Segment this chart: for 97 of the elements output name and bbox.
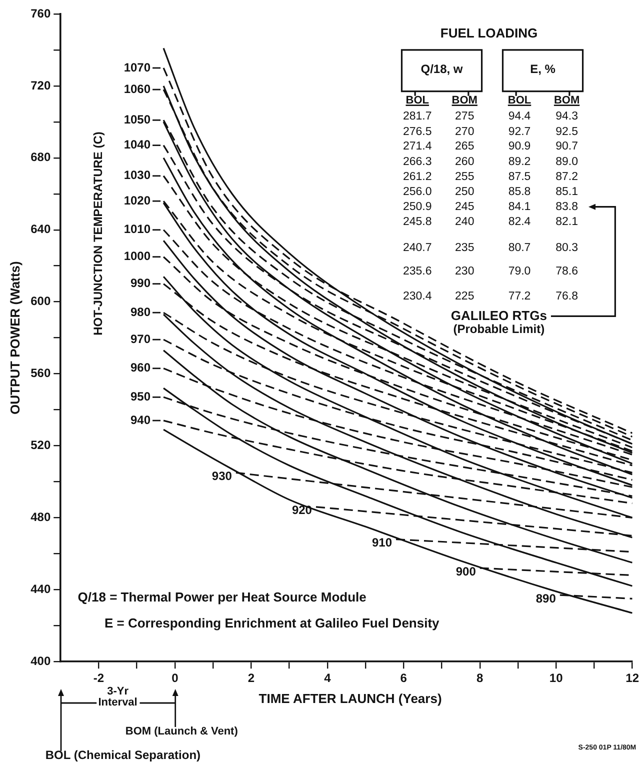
annotation: 1070 <box>124 60 151 74</box>
annotation: 260 <box>455 156 474 168</box>
annotation: Q/18, w <box>420 62 464 76</box>
annotation: 1000 <box>124 249 151 264</box>
annotation: 87.2 <box>556 170 578 183</box>
y-tick-label: 720 <box>30 78 51 92</box>
annotation: 930 <box>212 469 232 484</box>
annotation: 900 <box>456 564 476 578</box>
x-tick-label: 0 <box>172 671 179 686</box>
annotation: 92.7 <box>508 126 531 138</box>
annotation: 79.0 <box>508 265 531 278</box>
annotation: 910 <box>372 536 392 550</box>
x-tick-label: 4 <box>324 671 332 686</box>
annotation: E = Corresponding Enrichment at Galileo Fuel Density <box>104 615 440 630</box>
annotation: E, % <box>530 62 556 76</box>
x-tick-label: 8 <box>476 671 484 686</box>
annotation: 240 <box>455 216 474 228</box>
annotation: Q/18 = Thermal Power per Heat Source Module <box>78 589 366 604</box>
annotation: 78.6 <box>556 265 578 278</box>
annotation: 960 <box>130 360 151 375</box>
annotation: 230 <box>455 265 474 278</box>
annotation: 1060 <box>124 82 151 96</box>
x-axis-title: TIME AFTER LAUNCH (Years) <box>258 691 442 706</box>
annotation: BOL <box>508 94 532 106</box>
annotation: 82.1 <box>556 216 578 228</box>
annotation: 245.8 <box>402 216 432 228</box>
y-tick-label: 520 <box>30 438 51 452</box>
annotation: 87.5 <box>508 170 531 183</box>
annotation: 89.2 <box>508 156 531 168</box>
annotation: 1040 <box>124 138 151 152</box>
y-tick-label: 760 <box>30 6 51 20</box>
annotation: 1010 <box>124 222 151 236</box>
annotation: 990 <box>130 276 151 290</box>
annotation: 83.8 <box>556 201 578 214</box>
annotation: 77.2 <box>508 290 531 303</box>
annotation: 1030 <box>124 168 151 182</box>
annotation: 250.9 <box>402 201 432 214</box>
annotation: 90.7 <box>556 140 578 153</box>
x-tick-label: 2 <box>248 671 255 686</box>
annotation: 255 <box>455 170 474 183</box>
annotation: 270 <box>455 126 474 138</box>
annotation: 250 <box>455 186 474 198</box>
y-tick-label: 560 <box>30 366 51 380</box>
annotation: 225 <box>455 290 474 303</box>
annotation: 82.4 <box>508 216 532 228</box>
annotation: 90.9 <box>508 140 531 153</box>
line-series <box>162 350 632 564</box>
y-axis-title: OUTPUT POWER (Watts) <box>7 261 22 414</box>
annotation: 265 <box>455 140 474 153</box>
annotation: 89.0 <box>556 156 578 168</box>
annotation: (Probable Limit) <box>453 322 545 336</box>
annotation: 85.8 <box>508 186 531 198</box>
annotation: 245 <box>455 201 474 214</box>
y-tick-label: 440 <box>30 582 51 596</box>
y-tick-label: 640 <box>30 222 51 236</box>
y-tick-label: 480 <box>30 510 51 524</box>
y-tick-label: 680 <box>30 150 51 164</box>
annotation: 76.8 <box>556 290 578 303</box>
annotation: 256.0 <box>402 186 432 198</box>
annotation: 276.5 <box>402 126 432 138</box>
annotation: 94.4 <box>508 110 532 123</box>
annotation: FUEL LOADING <box>440 25 538 40</box>
x-tick-label: 6 <box>400 671 408 686</box>
annotation: 980 <box>130 304 151 319</box>
annotation: 281.7 <box>402 110 432 123</box>
x-tick-label: 10 <box>549 671 564 686</box>
annotation: GALILEO RTGs <box>450 308 547 323</box>
annotation: BOL <box>406 94 430 106</box>
annotation: 1020 <box>124 193 151 208</box>
annotation: 94.3 <box>556 110 578 123</box>
annotation: 261.2 <box>402 170 432 183</box>
annotation: 235.6 <box>402 265 432 278</box>
annotation: 266.3 <box>402 156 432 168</box>
annotation: 271.4 <box>402 140 432 153</box>
annotation: 85.1 <box>556 186 578 198</box>
annotation: HOT-JUNCTION TEMPERATURE (C) <box>91 132 106 336</box>
annotation: BOM <box>452 94 478 106</box>
x-tick-label: -2 <box>93 671 104 686</box>
x-tick-label: 12 <box>626 671 640 686</box>
annotation: 920 <box>292 503 312 518</box>
annotation: 950 <box>130 389 151 404</box>
y-tick-label: 400 <box>30 654 51 668</box>
annotation: 235 <box>455 242 474 254</box>
annotation: 80.3 <box>556 242 578 254</box>
annotation: 230.4 <box>402 290 432 303</box>
annotation: 1050 <box>124 112 151 126</box>
annotation: 275 <box>455 110 474 123</box>
y-tick-label: 600 <box>30 294 51 308</box>
annotation: 890 <box>536 591 556 606</box>
annotation: 940 <box>130 412 151 427</box>
line-series <box>162 387 632 587</box>
annotation: 970 <box>130 332 151 346</box>
annotation: 240.7 <box>402 242 432 254</box>
annotation: BOM <box>554 94 580 106</box>
annotation: 84.1 <box>508 201 531 214</box>
annotation: 80.7 <box>508 242 531 254</box>
annotation: 92.5 <box>556 126 578 138</box>
